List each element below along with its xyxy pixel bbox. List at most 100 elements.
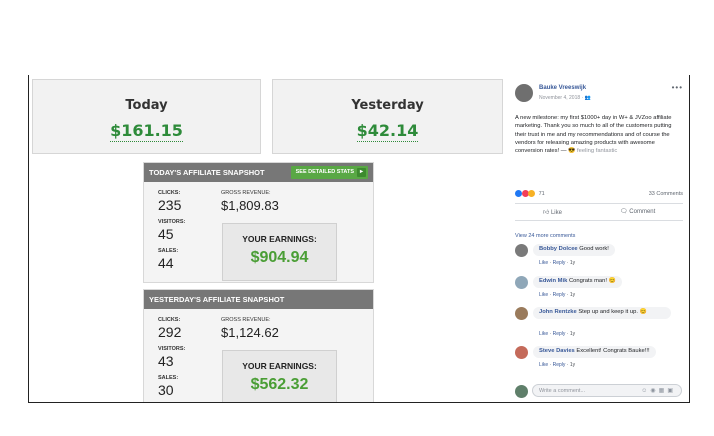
earnings-value: $904.94 xyxy=(250,249,309,266)
earnings-label: YOUR EARNINGS: xyxy=(242,361,317,371)
comment-icon: 🗨︎ xyxy=(620,209,628,215)
comment-reply-link[interactable]: Reply xyxy=(552,331,566,337)
commenter-avatar[interactable] xyxy=(515,276,528,289)
commenter-name[interactable]: John Rentzke xyxy=(539,309,577,315)
sales-value: 30 xyxy=(158,382,174,398)
comment-meta: Like · Reply · 1y xyxy=(539,260,576,266)
gross-revenue-value: $1,809.83 xyxy=(221,198,279,213)
comment-time[interactable]: 1y xyxy=(569,362,576,368)
commenter-avatar[interactable] xyxy=(515,346,528,359)
comment-reply-link[interactable]: Reply xyxy=(552,292,566,298)
see-detailed-stats-button[interactable]: SEE DETAILED STATS ▸ xyxy=(290,166,368,179)
love-reaction-icon xyxy=(521,190,529,197)
clicks-label: CLICKS: xyxy=(158,317,181,323)
comment-button[interactable]: 🗨︎ Comment xyxy=(620,209,656,215)
today-label: Today xyxy=(125,98,168,113)
post-author[interactable]: Bauke Vreeswijk xyxy=(539,85,587,91)
view-more-comments-link[interactable]: View 24 more comments xyxy=(515,233,576,239)
like-reaction-icon xyxy=(515,190,522,197)
yesterday-label: Yesterday xyxy=(351,98,424,113)
post-feeling: feeling fantastic xyxy=(577,148,618,155)
earnings-value: $562.32 xyxy=(250,376,309,393)
feeling-emoji-icon: 😎 xyxy=(568,148,576,155)
reactions-row: 71 33 Comments xyxy=(515,190,683,200)
commenter-avatar[interactable] xyxy=(515,307,528,320)
commenter-name[interactable]: Edwin Mik xyxy=(539,278,568,284)
gross-revenue-block: GROSS REVENUE: $1,124.62 xyxy=(221,317,279,340)
commenter-name[interactable]: Bobby Dolcee xyxy=(539,246,578,252)
commenter-name[interactable]: Steve Davies xyxy=(539,348,575,354)
snapshot-header: YESTERDAY'S AFFILIATE SNAPSHOT xyxy=(144,290,373,309)
comment-reply-link[interactable]: Reply xyxy=(552,362,566,368)
post-actions: 👍︎ Like 🗨︎ Comment xyxy=(515,203,683,221)
chevron-right-icon: ▸ xyxy=(357,168,366,177)
more-options-icon[interactable]: ••• xyxy=(671,83,683,92)
comment-meta: Like · Reply · 1y xyxy=(539,292,576,298)
yesterday-snapshot-panel: YESTERDAY'S AFFILIATE SNAPSHOT CLICKS: 2… xyxy=(143,289,374,402)
today-card: Today $161.15 xyxy=(32,79,261,154)
comment-text: Excellent! Congrats Bauke!!! xyxy=(576,348,650,354)
comment-bubble: John Rentzke Step up and keep it up. 😊 xyxy=(533,307,671,319)
comment-tools: ☺◉▦▣ xyxy=(641,385,676,398)
earnings-box: YOUR EARNINGS: $904.94 xyxy=(222,223,337,281)
comment-like-link[interactable]: Like xyxy=(539,292,549,298)
comment-bubble: Steve Davies Excellent! Congrats Bauke!!… xyxy=(533,346,656,358)
comment-like-link[interactable]: Like xyxy=(539,331,549,337)
gross-revenue-label: GROSS REVENUE: xyxy=(221,317,271,323)
reactions-count[interactable]: 71 xyxy=(538,190,545,197)
earnings-label: YOUR EARNINGS: xyxy=(242,234,317,244)
sales-label: SALES: xyxy=(158,375,179,381)
visitors-label: VISITORS: xyxy=(158,219,186,225)
comment-text: Step up and keep it up. xyxy=(578,309,638,315)
visitors-value: 43 xyxy=(158,353,174,369)
screenshot-frame: Today $161.15 Yesterday $42.14 TODAY'S A… xyxy=(28,75,690,403)
yesterday-card: Yesterday $42.14 xyxy=(272,79,503,154)
gross-revenue-block: GROSS REVENUE: $1,809.83 xyxy=(221,190,279,213)
comment-reply-link[interactable]: Reply xyxy=(552,260,566,266)
gross-revenue-value: $1,124.62 xyxy=(221,325,279,340)
clicks-value: 235 xyxy=(158,197,182,213)
comment-like-link[interactable]: Like xyxy=(539,260,549,266)
write-comment-placeholder: Write a comment... xyxy=(539,388,586,394)
comment-text: Good work! xyxy=(579,246,609,252)
today-metrics: CLICKS: 235 VISITORS: 45 SALES: 44 xyxy=(158,190,185,277)
thumbs-up-icon: 👍︎ xyxy=(543,210,550,216)
clicks-label: CLICKS: xyxy=(158,190,181,196)
like-button[interactable]: 👍︎ Like xyxy=(543,210,562,216)
post-body: A new milestone: my first $1000+ day in … xyxy=(515,115,672,155)
see-detailed-stats-label: SEE DETAILED STATS xyxy=(295,169,354,175)
emoji-icon[interactable]: ☺ xyxy=(641,388,651,394)
sales-value: 44 xyxy=(158,255,174,271)
post-text: A new milestone: my first $1000+ day in … xyxy=(515,114,683,155)
friends-icon: 👥 xyxy=(584,95,591,101)
gif-icon[interactable]: ▦ xyxy=(658,388,668,394)
comment-like-link[interactable]: Like xyxy=(539,362,549,368)
snapshot-title: TODAY'S AFFILIATE SNAPSHOT xyxy=(149,168,265,177)
comment-text: Congrats man! xyxy=(568,278,607,284)
comment-meta: Like · Reply · 1y xyxy=(539,331,576,337)
sticker-icon[interactable]: ▣ xyxy=(667,388,676,394)
clicks-value: 292 xyxy=(158,324,182,340)
post-date[interactable]: November 4, 2018 · 👥 xyxy=(539,95,591,101)
comment-bubble: Edwin Mik Congrats man! 😊 xyxy=(533,276,622,288)
write-comment-row: Write a comment... ☺◉▦▣ xyxy=(513,383,685,399)
snapshot-header: TODAY'S AFFILIATE SNAPSHOT SEE DETAILED … xyxy=(144,163,373,182)
author-avatar[interactable] xyxy=(515,84,533,102)
earnings-box: YOUR EARNINGS: $562.32 xyxy=(222,350,337,402)
camera-icon[interactable]: ◉ xyxy=(650,388,659,394)
today-snapshot-panel: TODAY'S AFFILIATE SNAPSHOT SEE DETAILED … xyxy=(143,162,374,283)
comment-time[interactable]: 1y xyxy=(569,260,576,266)
sales-label: SALES: xyxy=(158,248,179,254)
visitors-value: 45 xyxy=(158,226,174,242)
yesterday-metrics: CLICKS: 292 VISITORS: 43 SALES: 30 xyxy=(158,317,185,402)
yesterday-value[interactable]: $42.14 xyxy=(356,121,419,142)
comment-bubble: Bobby Dolcee Good work! xyxy=(533,244,615,256)
today-value[interactable]: $161.15 xyxy=(110,121,183,142)
comment-meta: Like · Reply · 1y xyxy=(539,362,576,368)
comment-time[interactable]: 1y xyxy=(569,331,576,337)
current-user-avatar xyxy=(515,385,528,398)
commenter-avatar[interactable] xyxy=(515,244,528,257)
comment-time[interactable]: 1y xyxy=(569,292,576,298)
write-comment-input[interactable]: Write a comment... ☺◉▦▣ xyxy=(532,384,682,397)
comments-count[interactable]: 33 Comments xyxy=(648,191,683,197)
